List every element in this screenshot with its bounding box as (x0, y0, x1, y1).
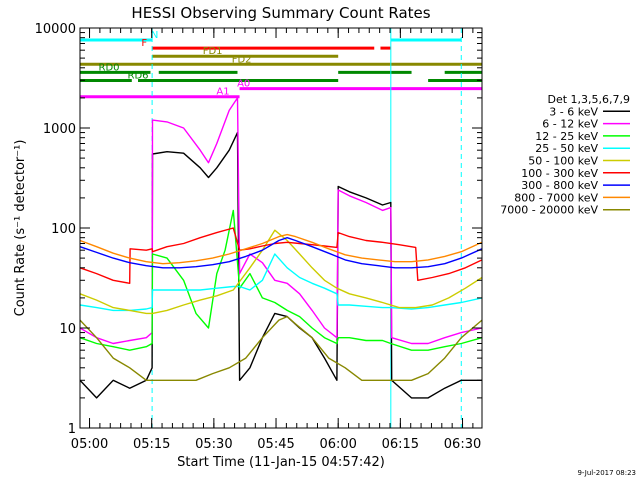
series-line-25-50-kev (79, 253, 483, 312)
y-tick-label: 1000 (43, 122, 76, 137)
x-axis: 05:00 05:15 05:30 05:45 06:00 06:15 06:30 (71, 28, 481, 452)
legend-title: Det 1,3,5,6,7,9 (547, 93, 630, 106)
flag-bar-n-label: N (151, 30, 158, 41)
x-tick-label: 05:00 (71, 437, 108, 452)
x-tick-label: 05:30 (195, 437, 232, 452)
legend-entry-label: 25 - 50 keV (535, 142, 598, 155)
x-tick-label: 05:45 (257, 437, 294, 452)
legend-entry-label: 300 - 800 keV (521, 179, 598, 192)
series-lines (79, 97, 483, 399)
flag-bar-fd2-label: FD2 (232, 54, 252, 65)
flag-bar-a1-label: A1 (216, 87, 229, 98)
legend-entry-label: 3 - 6 keV (549, 105, 598, 118)
x-tick-label: 06:00 (319, 437, 356, 452)
series-line-300-800-kev (79, 236, 483, 269)
legend-entry-label: 12 - 25 keV (535, 130, 598, 143)
y-axis-label: Count Rate (s⁻¹ detector⁻¹) (13, 140, 28, 317)
legend-entry-label: 7000 - 20000 keV (500, 204, 598, 217)
x-tick-label: 05:15 (133, 437, 170, 452)
series-line-50-100-kev (79, 229, 483, 315)
y-axis: 1 10 100 1000 10000 (35, 22, 482, 437)
flag-bar-f-label: F (141, 38, 147, 49)
y-tick-label: 10000 (35, 22, 76, 37)
flag-bar-a0-label: A0 (237, 79, 250, 90)
flag-bar-fd1-label: FD1 (203, 46, 223, 57)
legend-entry-label: 100 - 300 keV (521, 167, 598, 180)
series-line-7000-20000-kev (79, 315, 483, 381)
y-tick-label: 100 (51, 222, 76, 237)
flag-bar-rd6-label: RD6 (128, 71, 149, 82)
x-axis-label: Start Time (11-Jan-15 04:57:42) (177, 455, 385, 470)
legend-entry-label: 6 - 12 keV (542, 118, 598, 131)
footer-date: 9-Jul-2017 08:23 (577, 469, 636, 477)
chart-title: HESSI Observing Summary Count Rates (131, 4, 430, 22)
x-tick-label: 06:15 (382, 437, 419, 452)
flag-bar-rd0-label: RD0 (99, 62, 120, 73)
series-line-6-12-kev (79, 97, 483, 345)
x-tick-label: 06:30 (444, 437, 481, 452)
series-line-800-7000-kev (79, 233, 483, 265)
legend-entry-label: 800 - 7000 keV (514, 191, 598, 204)
legend-entry-label: 50 - 100 keV (528, 155, 598, 168)
y-tick-label: 10 (59, 322, 76, 337)
y-tick-label: 1 (68, 422, 76, 437)
flag-bars: NF FD1 FD2 RD0 RD6 A0 A1 (80, 30, 482, 99)
